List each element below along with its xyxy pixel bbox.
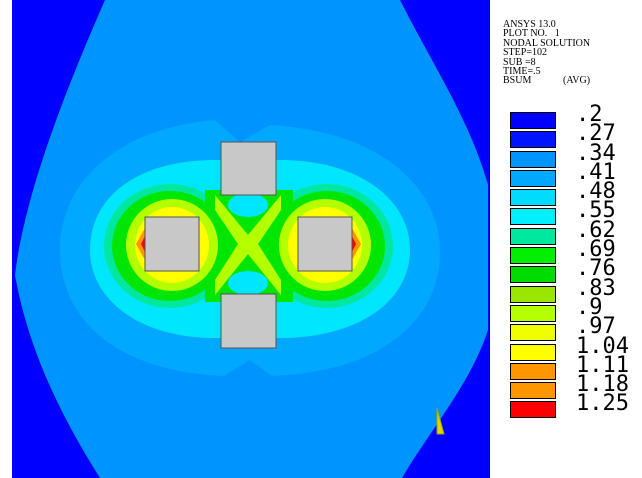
header-line: PLOT NO. 1 <box>503 28 560 40</box>
contour-band <box>352 228 361 260</box>
legend-label: 1.25 <box>576 391 629 417</box>
legend-swatch <box>510 208 556 226</box>
legend-label: .34 <box>576 140 616 166</box>
legend-swatch <box>510 169 556 187</box>
legend-label: .55 <box>576 198 616 224</box>
legend-swatch <box>510 285 556 303</box>
legend-swatch <box>510 112 556 129</box>
contour-band <box>228 193 268 217</box>
contour-band <box>136 228 145 260</box>
contour-band <box>215 195 281 295</box>
contour-band <box>228 271 268 295</box>
conductor <box>220 293 277 349</box>
legend-swatch <box>510 324 556 342</box>
header-line: BSUM (AVG) <box>503 75 591 87</box>
legend-swatch <box>510 304 556 322</box>
header-line: ANSYS 13.0 <box>503 19 556 30</box>
header-line: NODAL SOLUTION <box>503 37 591 49</box>
legend-swatch <box>510 343 556 361</box>
legend-swatch <box>510 401 556 419</box>
axis-triad <box>436 407 445 435</box>
legend-label: .27 <box>576 121 616 147</box>
legend-swatch <box>510 247 556 265</box>
legend-swatch <box>510 266 556 284</box>
legend-label: .83 <box>576 275 616 301</box>
legend-swatch <box>510 150 556 168</box>
legend-label: 1.18 <box>576 372 629 398</box>
contour-band <box>141 236 145 252</box>
legend-label: 1.11 <box>576 352 629 378</box>
conductor <box>144 216 200 272</box>
legend-label: .69 <box>576 237 616 263</box>
header-line: STEP=102 <box>503 47 547 59</box>
legend-label: .97 <box>576 314 616 340</box>
legend-swatch <box>510 227 556 245</box>
legend-label: .62 <box>576 217 616 243</box>
header-avg: (AVG) <box>563 75 591 87</box>
legend-label: .2 <box>576 102 603 127</box>
legend-label: .9 <box>576 294 603 320</box>
conductor <box>297 216 353 272</box>
legend-label: 1.04 <box>576 333 629 359</box>
conductor <box>220 141 277 196</box>
plot-header: ANSYS 13.0 PLOT NO. 1 NODAL SOLUTION STEP=1… <box>503 19 591 87</box>
contour-band <box>352 236 356 252</box>
legend-label: .48 <box>576 179 616 205</box>
legend-swatch <box>510 131 556 149</box>
header-line: TIME=.5 <box>503 66 541 78</box>
legend-swatch <box>510 189 556 207</box>
legend-swatch <box>510 382 556 400</box>
legend-label: .76 <box>576 256 616 282</box>
legend-swatch <box>510 362 556 380</box>
header-line: SUB =8 <box>503 56 536 68</box>
legend-label: .41 <box>576 159 616 185</box>
